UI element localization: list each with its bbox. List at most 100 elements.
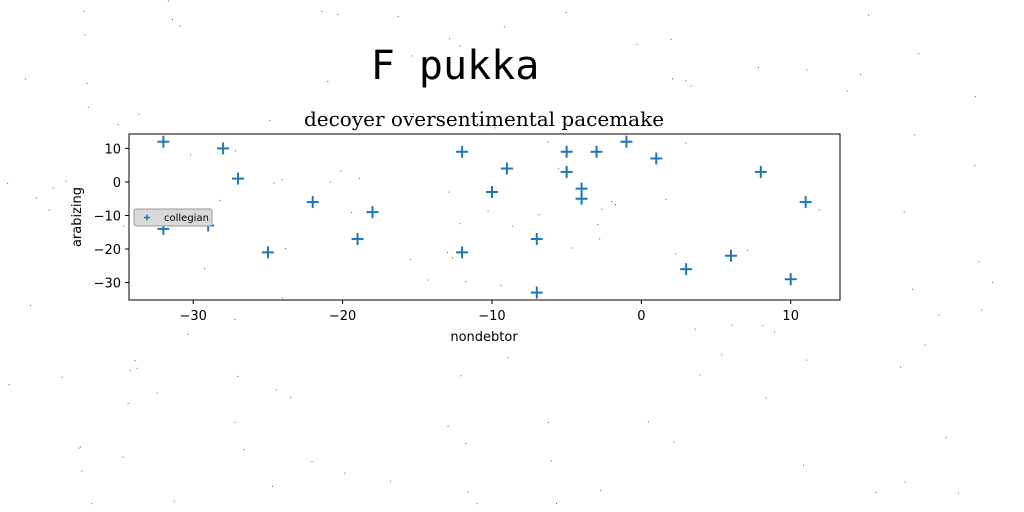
speckle	[447, 251, 448, 253]
data-point	[799, 196, 812, 209]
speckle	[945, 437, 947, 439]
speckle	[980, 309, 982, 311]
speckle	[454, 118, 456, 120]
speckle	[81, 470, 83, 472]
speckle	[507, 357, 509, 358]
speckle	[550, 460, 552, 462]
legend-marker-collegian	[144, 214, 150, 221]
data-point	[456, 145, 469, 158]
x-tick-label: −10	[478, 309, 505, 324]
speckle	[234, 421, 236, 423]
speckle	[547, 422, 549, 423]
x-axis-ticks: −30 −20 −10 0 10	[180, 300, 799, 324]
speckle	[494, 127, 496, 129]
speckle	[538, 214, 540, 216]
speckle	[330, 181, 332, 183]
speckle	[78, 447, 80, 449]
speckle	[565, 12, 567, 14]
speckle	[556, 502, 557, 504]
data-points	[157, 135, 812, 299]
speckle	[665, 198, 667, 200]
x-axis-label: nondebtor	[450, 330, 518, 345]
data-point	[590, 145, 603, 158]
speckle	[219, 199, 221, 201]
speckle	[675, 253, 677, 255]
speckle	[974, 96, 976, 98]
speckle	[397, 16, 399, 18]
speckle	[480, 119, 482, 121]
speckle	[806, 69, 808, 71]
speckle	[80, 446, 82, 448]
speckle	[690, 85, 692, 87]
x-tick-label: −20	[329, 309, 356, 324]
speckle	[600, 490, 602, 492]
legend-box	[133, 208, 213, 227]
speckle	[558, 167, 559, 169]
speckle	[957, 492, 959, 494]
speckle	[123, 225, 125, 227]
speckle	[476, 503, 478, 505]
speckle	[503, 26, 505, 28]
data-point	[754, 165, 767, 178]
speckle	[731, 324, 733, 326]
speckle	[243, 449, 245, 451]
speckle	[597, 224, 599, 226]
data-point	[560, 165, 573, 178]
y-tick-label: −20	[94, 243, 121, 258]
x-tick-label: −30	[180, 309, 207, 324]
speckle	[449, 38, 451, 40]
speckle	[924, 344, 926, 346]
data-point	[366, 206, 379, 219]
speckle	[860, 74, 862, 75]
speckle	[204, 268, 206, 270]
data-point	[485, 186, 498, 199]
speckle	[117, 123, 119, 125]
speckle	[914, 134, 916, 136]
speckle	[65, 180, 67, 182]
data-point	[530, 232, 543, 245]
speckle	[465, 443, 467, 445]
chart-title: decoyer oversentimental pacemake	[304, 107, 664, 131]
figure-suptitle: F pukka	[371, 43, 540, 89]
speckle	[84, 34, 86, 36]
speckle	[351, 117, 353, 119]
speckle	[52, 187, 54, 189]
speckle	[904, 481, 906, 483]
speckle	[508, 119, 510, 121]
speckle	[413, 113, 414, 115]
speckle	[448, 191, 450, 193]
speckle	[806, 359, 807, 361]
y-axis-label: arabizing	[70, 187, 85, 247]
data-point	[456, 246, 469, 259]
speckle	[765, 397, 767, 399]
speckle	[275, 389, 277, 391]
speckle	[138, 113, 140, 115]
speckle	[938, 314, 940, 316]
speckle	[86, 82, 88, 84]
speckle	[673, 441, 675, 443]
data-point	[724, 249, 737, 262]
speckle	[281, 179, 283, 181]
speckle	[173, 500, 175, 502]
speckle	[903, 211, 905, 213]
speckle	[35, 197, 37, 199]
speckle	[721, 354, 723, 356]
speckle	[136, 367, 138, 369]
background-speckles	[7, 0, 994, 505]
speckle	[272, 485, 274, 487]
data-point	[351, 232, 364, 245]
speckle	[918, 53, 920, 55]
speckle	[670, 38, 672, 40]
speckle	[699, 374, 701, 376]
speckle	[179, 25, 181, 27]
speckle	[8, 384, 10, 386]
speckle	[774, 331, 776, 333]
speckle	[672, 78, 673, 80]
y-tick-label: −10	[94, 209, 121, 224]
speckle	[447, 425, 449, 427]
speckle	[611, 200, 613, 202]
speckle	[452, 257, 454, 259]
speckle	[344, 472, 346, 474]
speckle	[172, 19, 173, 20]
data-point	[680, 263, 693, 276]
